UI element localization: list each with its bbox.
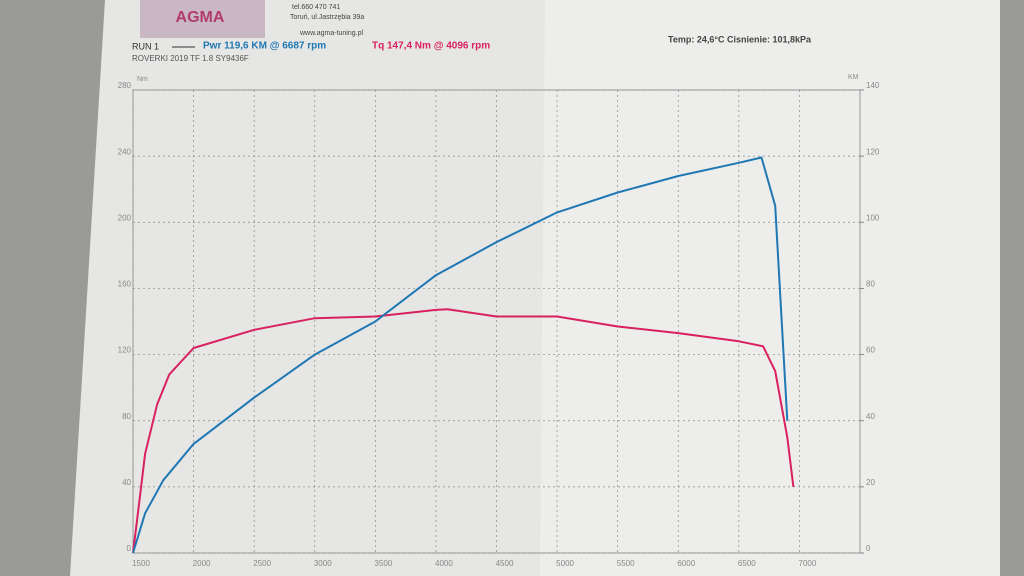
y-tick-label: 200: [118, 213, 132, 222]
conditions: Temp: 24,6°C Cisnienie: 101,8kPa: [668, 34, 812, 44]
x-tick-label: 7000: [799, 559, 817, 568]
x-tick-label: 1500: [132, 559, 150, 568]
torque-label: Tq 147,4 Nm @ 4096 rpm: [372, 41, 490, 52]
y2-tick-label: 0: [866, 544, 871, 553]
vehicle: ROVERKI 2019 TF 1.8 SY9436F: [132, 54, 249, 63]
logo: AGMA: [176, 9, 225, 26]
y2-tick-label: 120: [866, 147, 880, 156]
x-tick-label: 2500: [253, 559, 271, 568]
y-tick-label: 280: [118, 81, 132, 90]
series-line: [132, 156, 789, 554]
x-tick-label: 5500: [617, 559, 635, 568]
y2-tick-label: 60: [866, 346, 875, 355]
website: www.agma-tuning.pl: [299, 30, 363, 37]
x-tick-label: 6500: [738, 559, 756, 568]
y-tick-label: 160: [118, 280, 132, 289]
y2-axis-label: KM: [848, 74, 859, 81]
x-tick-label: 3500: [374, 559, 392, 568]
y2-tick-label: 80: [866, 280, 875, 289]
x-tick-label: 5000: [556, 559, 574, 568]
run: RUN 1: [132, 41, 159, 51]
x-tick-label: 2000: [193, 559, 211, 568]
logo-box: [140, 0, 265, 38]
paper-right: [540, 0, 1000, 576]
x-tick-label: 4500: [496, 559, 514, 568]
y-tick-label: 0: [127, 544, 132, 553]
y2-tick-label: 20: [866, 478, 875, 487]
y-tick-label: 120: [118, 346, 132, 355]
y2-tick-label: 40: [866, 412, 875, 421]
y-tick-label: 240: [118, 147, 132, 156]
y-tick-label: 80: [122, 412, 131, 421]
y-axis-label: Nm: [137, 76, 148, 83]
plot: 1500 2000 2500 3000 3500 4000 4500 5000 5500 6000…: [118, 81, 880, 568]
y-tick-label: 40: [122, 478, 131, 487]
x-tick-label: 6000: [677, 559, 695, 568]
y2-tick-label: 100: [866, 213, 880, 222]
series-line: [132, 308, 795, 554]
x-tick-label: 3000: [314, 559, 332, 568]
phone: tel.660 470 741: [292, 4, 340, 11]
x-tick-label: 4000: [435, 559, 453, 568]
y2-tick-label: 140: [866, 81, 880, 90]
address: Toruń, ul.Jastrzębia 39a: [290, 14, 364, 21]
power-label: Pwr 119,6 KM @ 6687 rpm: [203, 41, 326, 52]
